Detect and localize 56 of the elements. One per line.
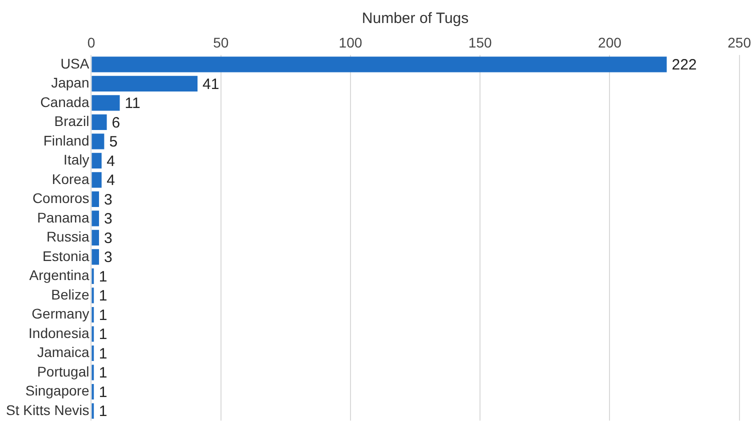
y-tick-label: Argentina [29, 267, 90, 284]
y-tick-label: Panama [37, 209, 90, 226]
x-tick-label: 0 [87, 34, 96, 50]
y-tick-label: USA [60, 55, 90, 72]
data-label: 11 [124, 95, 140, 112]
data-label: 1 [98, 306, 108, 324]
y-tick-label: Italy [64, 152, 90, 168]
y-tick-label: Brazil [54, 113, 90, 130]
y-tick-label: Japan [51, 74, 90, 91]
data-label: 41 [202, 76, 220, 93]
data-label: 3 [104, 230, 112, 247]
data-label: 3 [104, 210, 112, 228]
bar [92, 152, 102, 168]
y-tick-label: Portugal [37, 363, 90, 380]
y-tick-label: Finland [43, 132, 90, 148]
y-tick-label: Germany [32, 306, 90, 322]
bar [92, 76, 198, 92]
y-tick-label: Comoros [32, 190, 90, 206]
data-label: 1 [98, 326, 108, 344]
data-label: 1 [98, 384, 108, 401]
y-tick-label: Korea [52, 170, 90, 187]
x-axis-title: Number of Tugs [362, 10, 469, 28]
y-tick-label: Canada [40, 94, 90, 110]
bar [92, 56, 667, 72]
data-label: 4 [106, 152, 115, 170]
data-label: 5 [109, 134, 118, 151]
data-label: 3 [104, 249, 112, 266]
y-tick-label: St Kitts Nevis [6, 402, 90, 418]
y-tick-label: Jamaica [37, 344, 90, 360]
data-label: 1 [98, 345, 108, 362]
data-label: 1 [98, 268, 108, 286]
x-tick-label: 50 [213, 34, 229, 50]
x-tick-label: 250 [728, 34, 752, 50]
y-tick-label: Estonia [42, 248, 90, 264]
x-tick-label: 150 [468, 34, 492, 50]
y-tick-label: Russia [46, 228, 90, 245]
bar [92, 134, 104, 150]
bar [92, 95, 120, 111]
x-tick-label: 100 [338, 34, 362, 50]
data-label: 1 [98, 403, 108, 420]
data-label: 4 [106, 172, 115, 190]
bar [92, 210, 100, 226]
y-tick-label: Indonesia [28, 324, 90, 341]
data-label: 3 [104, 191, 112, 208]
bar [92, 230, 100, 246]
bar [92, 172, 102, 188]
y-tick-label: Singapore [25, 382, 90, 399]
data-label: 1 [98, 364, 108, 382]
data-label: 6 [112, 114, 120, 132]
bar [92, 114, 107, 130]
data-label: 222 [672, 56, 697, 74]
data-label: 1 [98, 288, 108, 305]
bar [92, 191, 100, 207]
x-tick-label: 200 [598, 34, 622, 50]
y-tick-label: Belize [51, 286, 90, 302]
bar [92, 249, 100, 265]
